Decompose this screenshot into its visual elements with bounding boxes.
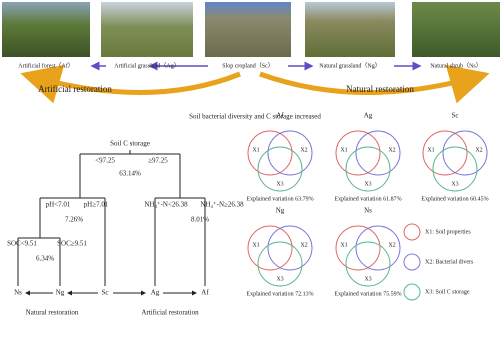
set-label: X2 xyxy=(300,242,307,248)
photo xyxy=(305,2,395,57)
explained: Explained variation 61.87% xyxy=(334,196,401,202)
set-label: X1 xyxy=(252,147,259,153)
figure: Artificial forest（Af） Artificial grasslan… xyxy=(0,0,503,347)
group-label: Natural restoration xyxy=(26,309,79,317)
photo-label: Natural shrub（Ns） xyxy=(430,62,482,69)
set-label: X1 xyxy=(427,147,434,153)
split-label: <97.25 xyxy=(95,157,115,165)
legend-circle xyxy=(404,254,420,270)
legend-label: X2: Bacterial divers xyxy=(425,259,474,265)
set-label: X2 xyxy=(388,242,395,248)
set-label: X3 xyxy=(364,181,371,187)
leaf: Af xyxy=(201,289,209,297)
explained: Explained variation 60.45% xyxy=(421,196,488,202)
photo xyxy=(2,2,90,57)
tree xyxy=(18,150,205,293)
leaf: Ns xyxy=(14,289,22,297)
venn-title: Af xyxy=(276,112,284,120)
explained: Explained variation 72.13% xyxy=(246,291,313,297)
photo xyxy=(412,2,500,57)
explained: Explained variation 75.59% xyxy=(334,291,401,297)
split-label: SOC<9.51 xyxy=(7,240,37,248)
venn-title: Sc xyxy=(452,112,459,120)
leaf: Ag xyxy=(151,289,160,297)
tree-root: Soil C storage xyxy=(110,140,150,148)
split-label: pH<7.01 xyxy=(46,201,71,209)
set-label: X1 xyxy=(252,242,259,248)
set-label: X3 xyxy=(364,276,371,282)
group-label: Artificial restoration xyxy=(141,309,199,317)
set-label: X2 xyxy=(475,147,482,153)
legend-circle xyxy=(404,284,420,300)
set-label: X3 xyxy=(276,276,283,282)
legend-label: X1: Soil properties xyxy=(425,229,471,235)
set-label: X1 xyxy=(340,242,347,248)
explained: Explained variation 63.79% xyxy=(246,196,313,202)
split-label: NH₄⁺-N≥26.38 xyxy=(200,201,244,209)
photo xyxy=(101,2,193,57)
photo xyxy=(205,2,291,57)
photo-label: Artificial forest（Af） xyxy=(18,62,73,69)
restoration-label: Natural restoration xyxy=(346,84,414,94)
photo-label: Slop cropland（Sc） xyxy=(222,62,274,69)
leaf: Ng xyxy=(56,289,65,297)
split-value: 8.01% xyxy=(191,216,209,224)
venn-title: Ns xyxy=(364,207,372,215)
legend-label: X3: Soil C storage xyxy=(425,289,470,295)
leaf: Sc xyxy=(102,289,109,297)
restoration-label: Artificial restoration xyxy=(38,84,112,94)
set-label: X3 xyxy=(451,181,458,187)
set-label: X2 xyxy=(388,147,395,153)
legend-circle xyxy=(404,224,420,240)
set-label: X1 xyxy=(340,147,347,153)
split-label: ≥97.25 xyxy=(148,157,168,165)
set-label: X2 xyxy=(300,147,307,153)
headline: Soil bacterial diversity and C storage i… xyxy=(189,113,321,121)
photo-label: Artificial grassland（Ag） xyxy=(114,62,180,69)
split-label: pH≥7.01 xyxy=(84,201,109,209)
venn-title: Ng xyxy=(276,207,285,215)
split-label: SOC≥9.51 xyxy=(57,240,87,248)
split-value: 6.34% xyxy=(36,255,54,263)
photo-label: Natural grassland（Ng） xyxy=(319,62,381,69)
split-value: 63.14% xyxy=(119,170,141,178)
split-value: 7.26% xyxy=(65,216,83,224)
set-label: X3 xyxy=(276,181,283,187)
venn-title: Ag xyxy=(364,112,373,120)
split-label: NH₄⁺-N<26.38 xyxy=(144,201,188,209)
